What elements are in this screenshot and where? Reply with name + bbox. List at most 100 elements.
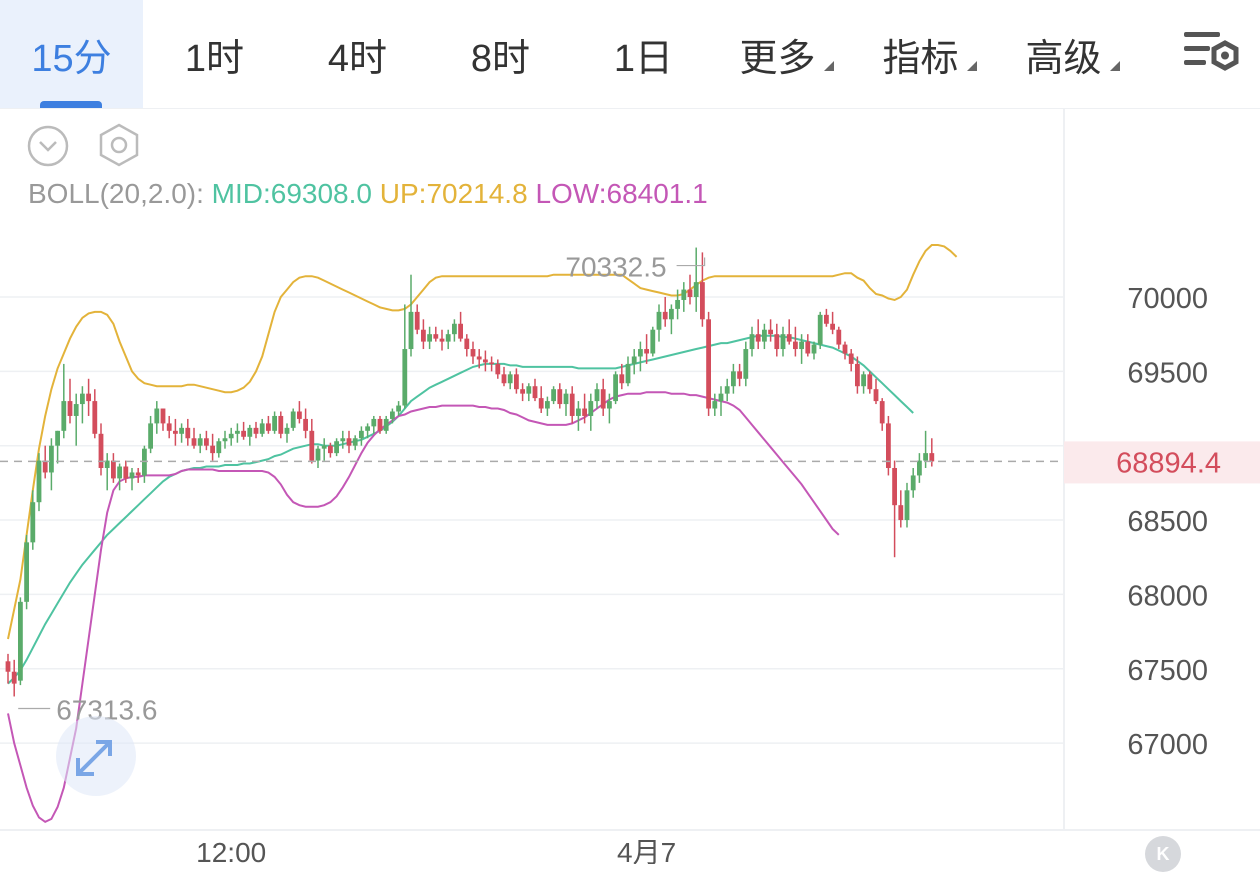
dropdown-triangle-icon xyxy=(823,61,834,71)
candle-body xyxy=(489,362,494,364)
candle-body xyxy=(241,430,246,437)
kline-logo-icon[interactable]: K xyxy=(1145,836,1181,872)
y-tick-label: 67500 xyxy=(1127,655,1208,687)
dropdown-triangle-icon xyxy=(1109,61,1120,71)
timeframe-tab-bar: 15分 1时 4时 8时 1日 更多 指标 高级 xyxy=(0,0,1260,109)
candle-body xyxy=(545,401,550,409)
chevron-down-circle-icon[interactable] xyxy=(26,124,70,168)
candle-body xyxy=(421,329,426,342)
candle-body xyxy=(253,427,259,434)
y-tick-label: 69500 xyxy=(1127,357,1208,389)
candle-body xyxy=(675,299,680,309)
candle-body xyxy=(495,363,501,375)
candle-body xyxy=(724,386,730,394)
expand-arrows-icon[interactable] xyxy=(56,716,136,796)
candle-body xyxy=(427,334,432,342)
candle-body xyxy=(867,374,873,390)
boll-up-value: UP:70214.8 xyxy=(379,178,528,209)
tab-6[interactable]: 更多 xyxy=(715,0,858,108)
candle-body xyxy=(290,411,296,428)
candle-body xyxy=(774,334,780,350)
candle-body xyxy=(817,314,823,345)
candle-body xyxy=(160,408,166,424)
price-chart[interactable]: 70000695006850068000675006700070332.5673… xyxy=(0,109,1260,864)
tab-2[interactable]: 1时 xyxy=(143,0,286,108)
candle-body xyxy=(830,323,835,330)
candle-body xyxy=(805,341,811,354)
tab-5[interactable]: 1日 xyxy=(572,0,715,108)
candle-body xyxy=(576,408,581,416)
candle-body xyxy=(297,411,302,419)
candle-body xyxy=(687,289,693,297)
boll-low-value: LOW:68401.1 xyxy=(535,178,708,209)
candle-body xyxy=(18,601,23,681)
max-price-label: 70332.5 xyxy=(565,252,666,283)
candle-body xyxy=(848,353,854,364)
candle-body xyxy=(638,349,643,357)
candle-body xyxy=(235,430,240,434)
candle-body xyxy=(669,308,674,320)
candle-body xyxy=(786,334,792,342)
candle-body xyxy=(303,418,308,431)
candle-body xyxy=(92,401,98,434)
candle-body xyxy=(718,393,724,402)
candle-body xyxy=(315,448,321,461)
candle-body xyxy=(272,415,277,431)
candle-body xyxy=(228,433,234,439)
candle-body xyxy=(600,389,606,409)
candle-body xyxy=(408,311,414,350)
candle-body xyxy=(204,438,209,446)
x-tick-label: 12:00 xyxy=(196,837,266,864)
tab-1[interactable]: 15分 xyxy=(0,0,143,108)
candle-body xyxy=(656,311,662,330)
candle-body xyxy=(613,374,618,402)
candle-body xyxy=(433,334,439,339)
candle-body xyxy=(904,490,910,521)
tab-3[interactable]: 4时 xyxy=(286,0,429,108)
candle-body xyxy=(917,460,922,476)
candle-body xyxy=(582,408,587,416)
candle-body xyxy=(173,430,178,434)
candle-body xyxy=(179,427,184,434)
candle-body xyxy=(514,374,519,390)
candle-body xyxy=(538,398,544,409)
candle-body xyxy=(693,282,699,297)
tab-4[interactable]: 8时 xyxy=(429,0,572,108)
candle-body xyxy=(588,401,594,416)
candle-body xyxy=(861,374,866,387)
candle-body xyxy=(216,441,222,454)
candle-body xyxy=(86,393,91,402)
tab-8[interactable]: 高级 xyxy=(1001,0,1144,108)
candle-body xyxy=(644,349,649,354)
chart-settings-icon[interactable] xyxy=(1182,26,1242,82)
current-price-tag[interactable] xyxy=(1064,441,1260,484)
tab-7[interactable]: 指标 xyxy=(858,0,1001,108)
candle-body xyxy=(247,427,253,437)
candle-body xyxy=(780,334,786,350)
candle-body xyxy=(470,349,476,357)
candle-body xyxy=(67,401,73,416)
candle-body xyxy=(910,475,916,491)
candle-body xyxy=(42,460,48,473)
candle-body xyxy=(346,438,352,446)
candle-body xyxy=(520,389,525,394)
candle-body xyxy=(185,427,191,439)
candle-body xyxy=(11,671,17,684)
hexagon-settings-icon[interactable] xyxy=(96,122,142,168)
candle-body xyxy=(594,389,600,402)
y-tick-label: 68000 xyxy=(1127,580,1208,612)
candle-body xyxy=(700,282,705,320)
y-tick-label: 68500 xyxy=(1127,506,1208,538)
candle-body xyxy=(650,329,656,354)
candle-body xyxy=(501,374,507,384)
tab-label: 高级 xyxy=(1025,37,1102,80)
boll-mid-line xyxy=(7,334,914,685)
candle-body xyxy=(166,423,172,431)
candle-body xyxy=(799,341,804,350)
candle-body xyxy=(811,344,817,354)
candle-body xyxy=(563,393,569,405)
y-tick-label: 67000 xyxy=(1127,729,1208,761)
candle-body xyxy=(625,363,631,384)
candle-body xyxy=(569,393,575,416)
x-tick-label: 4月7 xyxy=(617,837,676,864)
